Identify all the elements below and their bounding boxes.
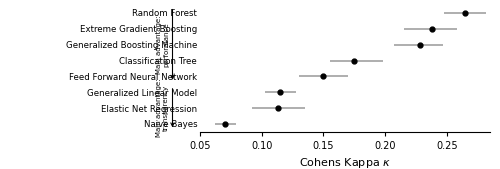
Text: Main advantage:
transparency: Main advantage: transparency (156, 79, 169, 137)
X-axis label: Cohens Kappa $\kappa$: Cohens Kappa $\kappa$ (299, 156, 391, 169)
Text: Main advantage:
performance: Main advantage: performance (156, 15, 169, 74)
